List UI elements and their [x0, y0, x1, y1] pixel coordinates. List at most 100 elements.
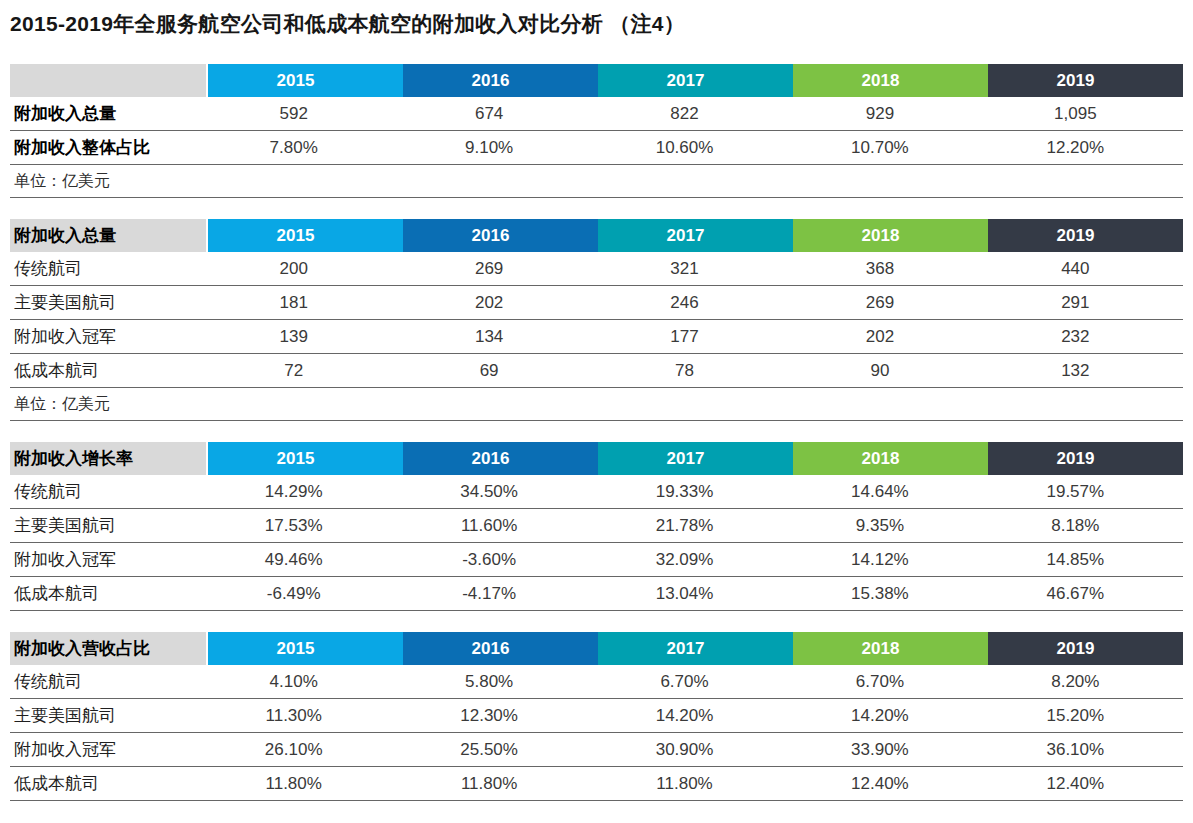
- table-row: 传统航司4.10%5.80%6.70%6.70%8.20%: [10, 665, 1183, 699]
- cell-value: 9.35%: [792, 516, 987, 536]
- cell-value: 11.80%: [597, 774, 792, 794]
- cell-value: 139: [206, 327, 401, 347]
- cell-value: 269: [401, 259, 596, 279]
- row-label: 传统航司: [10, 480, 206, 503]
- year-header-2015: 2015: [208, 442, 403, 475]
- year-header-2017: 2017: [598, 442, 793, 475]
- cell-value: 90: [792, 361, 987, 381]
- table-ancillary-revenue-growth-rate: 附加收入增长率20152016201720182019传统航司14.29%34.…: [10, 442, 1183, 611]
- table-header-label-cell: 附加收入总量: [10, 219, 206, 252]
- cell-value: 1,095: [988, 104, 1183, 124]
- cell-value: 15.38%: [792, 584, 987, 604]
- cell-value: 9.10%: [401, 138, 596, 158]
- cell-value: 8.18%: [988, 516, 1183, 536]
- cell-value: 49.46%: [206, 550, 401, 570]
- table-ancillary-revenue-share-of-revenue: 附加收入营收占比20152016201720182019 传统航司4.10%5.8…: [10, 632, 1183, 801]
- row-label: 低成本航司: [10, 359, 206, 382]
- year-header-2019: 2019: [988, 632, 1183, 665]
- table-header-row: 附加收入营收占比20152016201720182019: [10, 632, 1183, 665]
- cell-value: 72: [206, 361, 401, 381]
- row-label: 传统航司: [10, 670, 206, 693]
- table-row: 主要美国航司11.30%12.30%14.20%14.20%15.20%: [10, 699, 1183, 733]
- row-label: 主要美国航司: [10, 514, 206, 537]
- cell-value: 26.10%: [206, 740, 401, 760]
- cell-value: 4.10%: [206, 672, 401, 692]
- cell-value: 6.70%: [597, 672, 792, 692]
- cell-value: -4.17%: [401, 584, 596, 604]
- cell-value: 291: [988, 293, 1183, 313]
- cell-value: 11.80%: [206, 774, 401, 794]
- cell-value: 321: [597, 259, 792, 279]
- table-header-label-cell: 附加收入营收占比: [10, 632, 206, 665]
- cell-value: 46.67%: [988, 584, 1183, 604]
- cell-value: 10.70%: [792, 138, 987, 158]
- cell-value: 202: [401, 293, 596, 313]
- row-label: 附加收入冠军: [10, 548, 206, 571]
- cell-value: 5.80%: [401, 672, 596, 692]
- cell-value: 11.60%: [401, 516, 596, 536]
- table-row: 传统航司14.29%34.50%19.33%14.64%19.57%: [10, 475, 1183, 509]
- year-header-2019: 2019: [988, 219, 1183, 252]
- cell-value: 202: [792, 327, 987, 347]
- cell-value: 440: [988, 259, 1183, 279]
- row-label: 附加收入冠军: [10, 738, 206, 761]
- year-header-2015: 2015: [208, 219, 403, 252]
- table-row: 附加收入冠军26.10%25.50%30.90%33.90%36.10%: [10, 733, 1183, 767]
- table-header-label-cell: 附加收入增长率: [10, 442, 206, 475]
- table-ancillary-revenue-total-by-segment: 附加收入总量20152016201720182019传统航司2002693213…: [10, 219, 1183, 421]
- cell-value: -6.49%: [206, 584, 401, 604]
- year-header-2016: 2016: [403, 632, 598, 665]
- unit-note: 单位：亿美元: [10, 165, 1183, 198]
- cell-value: 134: [401, 327, 596, 347]
- cell-value: 32.09%: [597, 550, 792, 570]
- year-header-2016: 2016: [403, 219, 598, 252]
- cell-value: 14.29%: [206, 482, 401, 502]
- year-header-2015: 2015: [208, 632, 403, 665]
- cell-value: 12.40%: [792, 774, 987, 794]
- cell-value: 592: [206, 104, 401, 124]
- year-header-2018: 2018: [793, 442, 988, 475]
- cell-value: 21.78%: [597, 516, 792, 536]
- cell-value: 368: [792, 259, 987, 279]
- table-row: 主要美国航司17.53%11.60%21.78%9.35%8.18%: [10, 509, 1183, 543]
- cell-value: 15.20%: [988, 706, 1183, 726]
- cell-value: 181: [206, 293, 401, 313]
- cell-value: 14.20%: [792, 706, 987, 726]
- table-row: 附加收入冠军49.46%-3.60%32.09%14.12%14.85%: [10, 543, 1183, 577]
- cell-value: 14.12%: [792, 550, 987, 570]
- table-row: 低成本航司11.80%11.80%11.80%12.40%12.40%: [10, 767, 1183, 801]
- cell-value: 8.20%: [988, 672, 1183, 692]
- cell-value: 11.80%: [401, 774, 596, 794]
- table-row: 附加收入整体占比7.80%9.10%10.60%10.70%12.20%: [10, 131, 1183, 165]
- table-ancillary-revenue-overview: 20152016201720182019附加收入总量5926748229291,…: [10, 64, 1183, 198]
- cell-value: 25.50%: [401, 740, 596, 760]
- row-label: 传统航司: [10, 257, 206, 280]
- table-row: 低成本航司72697890132: [10, 354, 1183, 388]
- cell-value: 12.40%: [988, 774, 1183, 794]
- cell-value: 12.20%: [988, 138, 1183, 158]
- year-header-2018: 2018: [793, 632, 988, 665]
- year-header-2016: 2016: [403, 442, 598, 475]
- cell-value: 19.57%: [988, 482, 1183, 502]
- row-label: 附加收入总量: [10, 102, 206, 125]
- table-row: 传统航司200269321368440: [10, 252, 1183, 286]
- table-row: 附加收入冠军139134177202232: [10, 320, 1183, 354]
- cell-value: 11.30%: [206, 706, 401, 726]
- report-page: 2015-2019年全服务航空公司和低成本航空的附加收入对比分析 （注4） 20…: [0, 0, 1193, 823]
- cell-value: 822: [597, 104, 792, 124]
- cell-value: 232: [988, 327, 1183, 347]
- year-header-2017: 2017: [598, 219, 793, 252]
- cell-value: 200: [206, 259, 401, 279]
- cell-value: 14.64%: [792, 482, 987, 502]
- year-header-2019: 2019: [988, 64, 1183, 97]
- cell-value: 69: [401, 361, 596, 381]
- year-header-2017: 2017: [598, 632, 793, 665]
- cell-value: 17.53%: [206, 516, 401, 536]
- cell-value: 12.30%: [401, 706, 596, 726]
- cell-value: 13.04%: [597, 584, 792, 604]
- table-header-row: 附加收入总量20152016201720182019: [10, 219, 1183, 252]
- table-row: 主要美国航司181202246269291: [10, 286, 1183, 320]
- table-header-row: 附加收入增长率20152016201720182019: [10, 442, 1183, 475]
- cell-value: 177: [597, 327, 792, 347]
- row-label: 低成本航司: [10, 582, 206, 605]
